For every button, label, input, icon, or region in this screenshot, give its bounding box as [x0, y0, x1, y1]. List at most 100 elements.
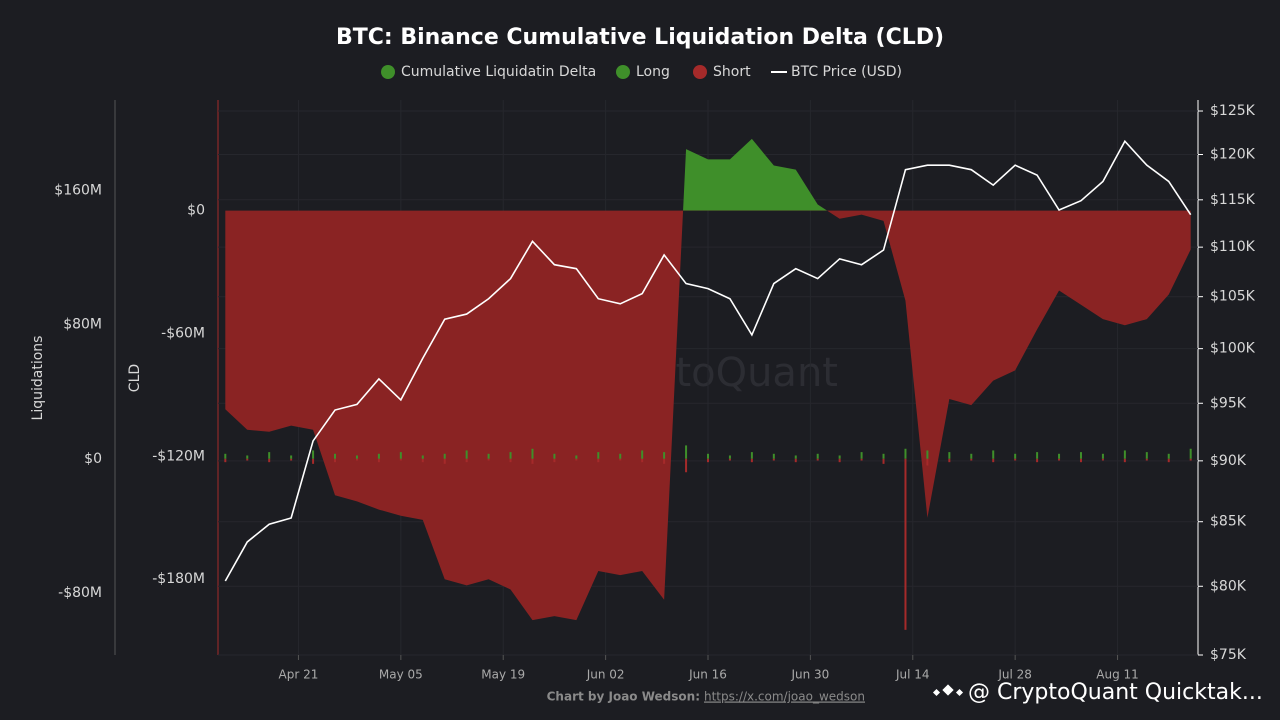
liquidation-bar — [334, 458, 337, 463]
liquidation-bar — [509, 458, 512, 463]
liquidation-bar — [377, 458, 380, 463]
liquidation-bar — [290, 455, 293, 459]
y2-tick-label: $90K — [1210, 453, 1247, 469]
liquidation-bar — [970, 458, 973, 461]
legend-label: Short — [713, 64, 751, 80]
liquidation-bar — [838, 458, 841, 463]
legend-item: Long — [616, 64, 670, 80]
liquidation-bar — [882, 453, 885, 459]
y2-tick-label: $125K — [1210, 103, 1256, 119]
liquidation-bar — [970, 453, 973, 459]
liquidation-bar — [597, 452, 600, 459]
liquidation-bar — [685, 458, 688, 473]
liquidation-bar — [334, 453, 337, 459]
liquidation-bar — [1123, 458, 1126, 463]
liquidation-bar — [750, 452, 753, 459]
liquidation-bar — [1167, 458, 1170, 463]
x-tick-label: Aug 11 — [1096, 668, 1139, 682]
liquidation-bar — [421, 455, 424, 459]
liquidation-bar — [1079, 458, 1082, 463]
liquidation-bar — [619, 458, 622, 461]
cld-area — [225, 138, 1191, 621]
liquidation-bar — [948, 452, 951, 459]
liquidation-bar — [1036, 458, 1039, 463]
liquidation-bar — [794, 455, 797, 459]
liquidation-bar — [641, 450, 644, 459]
legend-label: Cumulative Liquidatin Delta — [401, 64, 596, 80]
y2-tick-label: $75K — [1210, 647, 1247, 663]
liquidation-bar — [904, 458, 907, 630]
legend-item: Cumulative Liquidatin Delta — [381, 64, 596, 80]
brand-icon — [932, 684, 964, 697]
liquidations-tick-label: $80M — [63, 317, 102, 333]
liquidation-bar — [487, 458, 490, 461]
x-tick-label: May 19 — [481, 668, 525, 682]
y2-tick-label: $110K — [1210, 239, 1256, 255]
liquidation-bar — [728, 458, 731, 461]
liquidation-bar — [926, 458, 929, 466]
liquidation-bar — [772, 453, 775, 459]
liquidation-bar — [1058, 458, 1061, 461]
liquidation-bar — [926, 450, 929, 459]
liquidation-bar — [531, 458, 534, 464]
liquidation-bar — [992, 450, 995, 459]
liquidation-bar — [816, 453, 819, 459]
liquidation-bar — [246, 458, 249, 461]
liquidation-bar — [465, 450, 468, 459]
liquidation-bar — [750, 458, 753, 463]
credit-link[interactable]: https://x.com/joao_wedson — [704, 690, 865, 704]
liquidation-bar — [575, 458, 578, 461]
liquidation-bar — [1014, 458, 1017, 461]
y2-tick-label: $115K — [1210, 192, 1256, 208]
legend-dot — [381, 65, 395, 79]
liquidation-bar — [1036, 452, 1039, 459]
price-line — [224, 139, 1192, 582]
y2-tick-label: $80K — [1210, 578, 1247, 594]
liquidation-bar — [224, 458, 227, 463]
legend-label: BTC Price (USD) — [791, 64, 902, 80]
liquidation-bar — [772, 458, 775, 461]
liquidation-bar — [224, 453, 227, 459]
liquidation-bar — [816, 458, 819, 461]
liquidation-bar — [355, 455, 358, 459]
liquidation-bar — [1101, 458, 1104, 461]
cld-axis-label: CLD — [127, 364, 143, 392]
liquidation-bar — [312, 458, 315, 464]
legend-label: Long — [636, 64, 670, 80]
legend-dot — [616, 65, 630, 79]
liquidation-bar — [992, 458, 995, 463]
liquidation-bar — [1014, 453, 1017, 459]
y2-tick-label: $85K — [1210, 514, 1247, 530]
liquidation-bar — [399, 452, 402, 459]
liquidation-bar — [1145, 452, 1148, 459]
liquidations-tick-label: -$80M — [58, 585, 102, 601]
liquidation-bar — [860, 452, 863, 459]
liquidation-bar — [355, 458, 358, 461]
y-tick-label: -$120M — [152, 448, 205, 464]
liquidation-bar — [509, 452, 512, 459]
y2-tick-label: $100K — [1210, 341, 1256, 357]
liquidation-bar — [443, 458, 446, 464]
liquidation-bar — [1079, 452, 1082, 459]
y-tick-label: -$180M — [152, 571, 205, 587]
liquidation-bar — [619, 453, 622, 459]
liquidation-bar — [575, 455, 578, 459]
chart-title: BTC: Binance Cumulative Liquidation Delt… — [336, 25, 944, 50]
legend-dot — [693, 65, 707, 79]
liquidation-bar — [290, 458, 293, 461]
footer-brand: @ CryptoQuant Quicktak... — [968, 680, 1263, 705]
y2-tick-label: $95K — [1210, 395, 1247, 411]
liquidation-bar — [707, 458, 709, 463]
liquidation-bar — [268, 458, 271, 463]
credit: Chart by Joao Wedson: — [547, 690, 700, 704]
liquidations-tick-label: $0 — [84, 451, 102, 467]
liquidation-bar — [1058, 453, 1061, 459]
liquidation-bar — [707, 453, 709, 459]
liquidation-bar — [531, 448, 534, 459]
liquidation-bar — [663, 458, 666, 464]
y2-tick-label: $105K — [1210, 289, 1256, 305]
liquidation-bar — [377, 453, 380, 459]
liquidation-bar — [663, 452, 666, 459]
